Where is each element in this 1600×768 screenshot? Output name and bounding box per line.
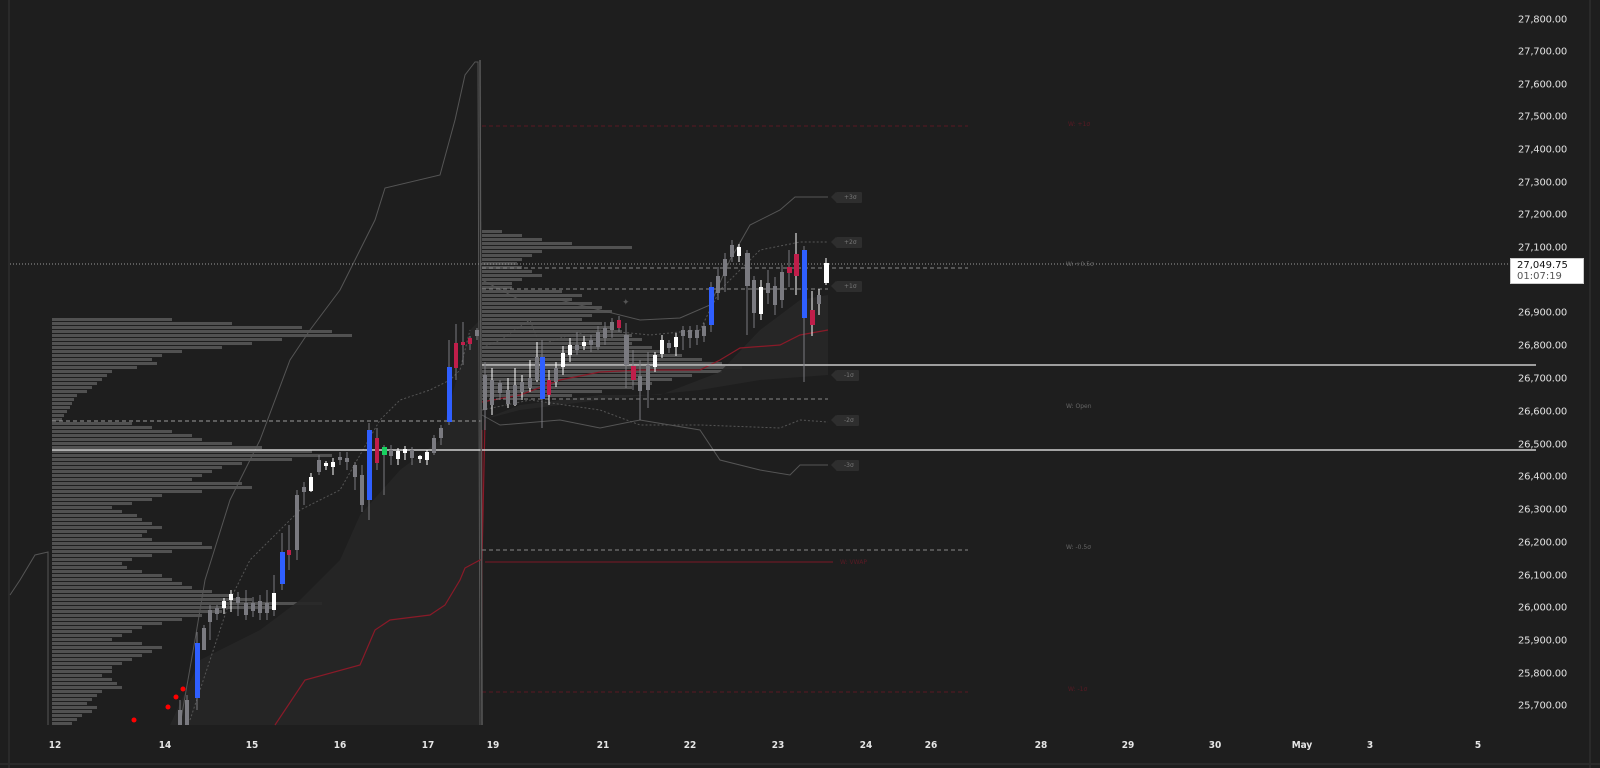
sigma-tag-minus1: -1σ — [831, 370, 859, 381]
sigma-tag-plus2: +2σ — [831, 237, 862, 248]
vwap-line-left — [274, 419, 486, 726]
current-price-value: 27,049.75 — [1517, 260, 1568, 271]
time-tick: 28 — [1034, 740, 1048, 751]
time-tick: 19 — [486, 740, 500, 751]
time-tick: 30 — [1208, 740, 1222, 751]
price-tick: 25,700.00 — [1518, 700, 1568, 712]
price-tick: 26,900.00 — [1518, 307, 1568, 319]
band-shade-left — [170, 320, 480, 725]
label-w-plus1: W: +1σ — [1068, 121, 1091, 128]
price-tick: 26,800.00 — [1518, 340, 1568, 352]
price-tick: 27,700.00 — [1518, 46, 1568, 58]
time-tick: 21 — [596, 740, 610, 751]
price-tick: 27,800.00 — [1518, 14, 1568, 26]
band-shade-right — [482, 295, 828, 420]
time-tick: 17 — [421, 740, 435, 751]
crosshair-marker: ✦ — [622, 298, 630, 308]
price-tick: 27,200.00 — [1518, 209, 1568, 221]
sigma-tag-plus3: +3σ — [831, 192, 862, 203]
sigma-tag-minus2: -2σ — [831, 415, 859, 426]
price-tick: 26,000.00 — [1518, 602, 1568, 614]
time-tick: 29 — [1121, 740, 1135, 751]
session-divider — [479, 59, 483, 726]
current-price-badge: 27,049.75 01:07:19 — [1510, 258, 1584, 284]
time-tick: 24 — [859, 740, 873, 751]
price-tick: 26,700.00 — [1518, 373, 1568, 385]
time-tick: 3 — [1366, 740, 1374, 751]
time-tick: 14 — [158, 740, 172, 751]
outer-lower-band — [9, 551, 49, 725]
price-plot-area[interactable]: ✦ — [0, 0, 1536, 748]
time-tick: 23 — [771, 740, 785, 751]
signal-dots — [131, 686, 186, 723]
price-tick: 26,300.00 — [1518, 504, 1568, 516]
sigma-tag-plus1: +1σ — [831, 281, 862, 292]
label-w-minus1: W: -1σ — [1068, 686, 1088, 693]
price-tick: 26,500.00 — [1518, 439, 1568, 451]
price-tick: 27,300.00 — [1518, 177, 1568, 189]
time-axis-border — [0, 763, 1600, 765]
price-tick: 27,500.00 — [1518, 111, 1568, 123]
time-tick: 22 — [683, 740, 697, 751]
time-tick: 12 — [48, 740, 62, 751]
time-tick: 5 — [1474, 740, 1482, 751]
time-tick: 15 — [245, 740, 259, 751]
price-tick: 26,100.00 — [1518, 570, 1568, 582]
price-tick: 25,900.00 — [1518, 635, 1568, 647]
volume-profile-left — [52, 318, 352, 725]
bar-countdown-timer: 01:07:19 — [1517, 271, 1562, 282]
price-tick: 26,600.00 — [1518, 406, 1568, 418]
label-w-vwap: W: VWAP — [840, 559, 867, 566]
time-tick: 26 — [924, 740, 938, 751]
price-tick: 27,100.00 — [1518, 242, 1568, 254]
price-tick: 27,600.00 — [1518, 79, 1568, 91]
right-lower-band — [481, 414, 828, 476]
chart-left-border — [8, 0, 10, 768]
upper-band-line — [179, 61, 481, 726]
label-w-plus05: W: +0.5σ — [1066, 261, 1094, 268]
price-tick: 27,400.00 — [1518, 144, 1568, 156]
label-w-open: W: Open — [1066, 403, 1092, 410]
price-tick: 26,400.00 — [1518, 471, 1568, 483]
price-axis-border — [1589, 0, 1591, 768]
sigma-tag-minus3: -3σ — [831, 460, 859, 471]
label-w-minus05: W: -0.5σ — [1066, 544, 1092, 551]
right-2s-band — [481, 241, 828, 349]
candles — [178, 233, 829, 725]
right-upper-band — [481, 196, 828, 321]
price-tick: 25,800.00 — [1518, 668, 1568, 680]
time-tick: 16 — [333, 740, 347, 751]
time-tick: May — [1291, 740, 1313, 751]
price-tick: 26,200.00 — [1518, 537, 1568, 549]
volume-profile-right — [482, 230, 742, 397]
vwap-line-right — [481, 329, 829, 403]
